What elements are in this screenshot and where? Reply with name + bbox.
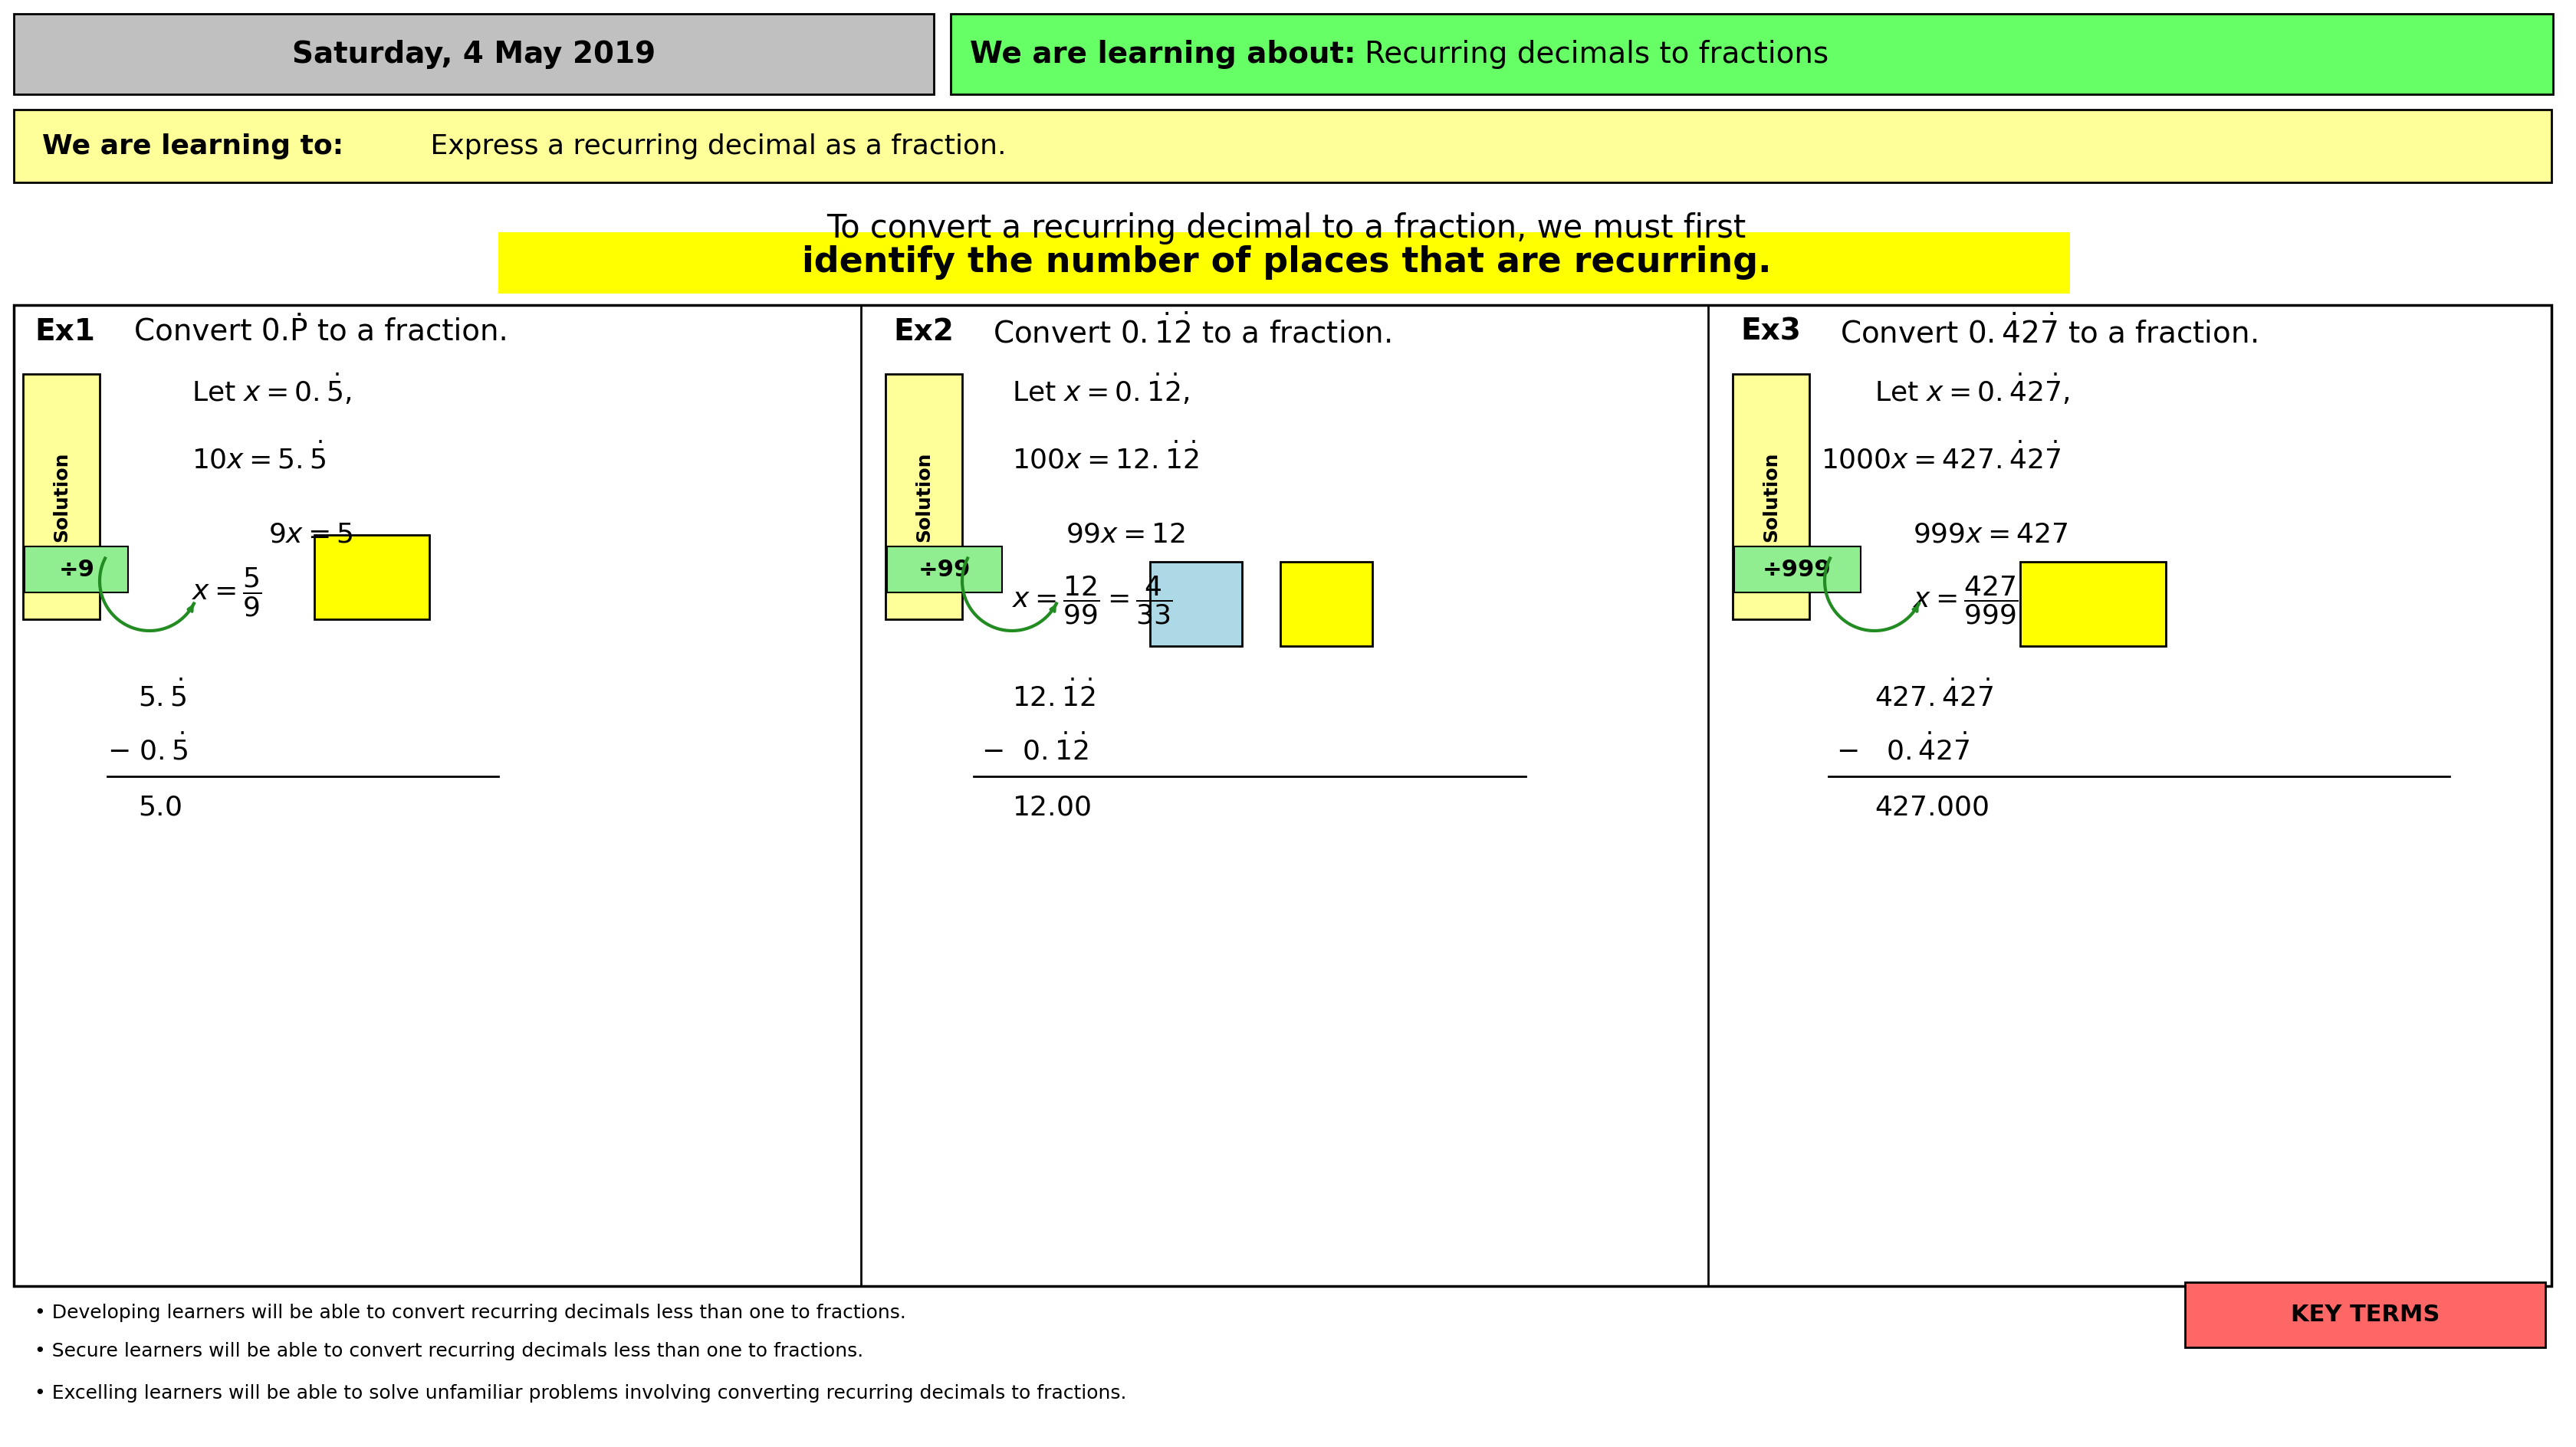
Text: Saturday, 4 May 2019: Saturday, 4 May 2019 — [291, 41, 654, 69]
Text: Solution: Solution — [52, 451, 70, 541]
FancyBboxPatch shape — [26, 547, 129, 592]
FancyBboxPatch shape — [13, 110, 2550, 182]
Text: We are learning to:: We are learning to: — [41, 133, 343, 159]
FancyBboxPatch shape — [13, 305, 2550, 1286]
FancyBboxPatch shape — [2020, 561, 2166, 647]
Text: $12.\dot{1}\dot{2}$: $12.\dot{1}\dot{2}$ — [1012, 680, 1095, 712]
FancyBboxPatch shape — [886, 547, 1002, 592]
Text: ÷99: ÷99 — [917, 559, 971, 580]
FancyBboxPatch shape — [314, 535, 430, 619]
FancyBboxPatch shape — [13, 14, 933, 94]
Text: $x = \dfrac{5}{9}$: $x = \dfrac{5}{9}$ — [191, 566, 263, 619]
FancyBboxPatch shape — [951, 14, 2553, 94]
Text: Let $x = 0.\dot{4}2\dot{7},$: Let $x = 0.\dot{4}2\dot{7},$ — [1875, 372, 2069, 407]
Text: $1000x = 427.\dot{4}2\dot{7}$: $1000x = 427.\dot{4}2\dot{7}$ — [1821, 443, 2061, 475]
Text: $99x = 12$: $99x = 12$ — [1066, 522, 1185, 548]
Text: Solution: Solution — [914, 451, 933, 541]
Text: $427.\dot{4}2\dot{7}$: $427.\dot{4}2\dot{7}$ — [1875, 680, 1994, 712]
Text: $- \ \ 0.\dot{1}\dot{2}$: $- \ \ 0.\dot{1}\dot{2}$ — [981, 734, 1087, 765]
FancyBboxPatch shape — [1734, 547, 1860, 592]
Text: KEY TERMS: KEY TERMS — [2290, 1304, 2439, 1327]
Text: $427.000$: $427.000$ — [1875, 794, 1989, 820]
Text: Convert $0.\dot{1}\dot{2}$ to a fraction.: Convert $0.\dot{1}\dot{2}$ to a fraction… — [992, 314, 1391, 349]
Text: Convert $0.\dot{4}2\dot{7}$ to a fraction.: Convert $0.\dot{4}2\dot{7}$ to a fractio… — [1839, 314, 2257, 349]
Text: Let $x = 0.\dot{5},$: Let $x = 0.\dot{5},$ — [191, 372, 350, 407]
Text: Convert 0.Ṗ to a fraction.: Convert 0.Ṗ to a fraction. — [134, 317, 507, 346]
Text: $5.0$: $5.0$ — [139, 794, 183, 820]
Text: $100x = 12.\dot{1}\dot{2}$: $100x = 12.\dot{1}\dot{2}$ — [1012, 443, 1198, 475]
Text: Ex2: Ex2 — [894, 317, 953, 346]
FancyBboxPatch shape — [1734, 373, 1808, 619]
FancyBboxPatch shape — [497, 232, 2071, 294]
FancyBboxPatch shape — [23, 373, 100, 619]
Text: • Excelling learners will be able to solve unfamiliar problems involving convert: • Excelling learners will be able to sol… — [33, 1385, 1126, 1402]
Text: $- \ \ \ 0.\dot{4}2\dot{7}$: $- \ \ \ 0.\dot{4}2\dot{7}$ — [1837, 734, 1971, 765]
Text: • Secure learners will be able to convert recurring decimals less than one to fr: • Secure learners will be able to conver… — [33, 1341, 863, 1360]
FancyBboxPatch shape — [1149, 561, 1242, 647]
Text: Ex1: Ex1 — [33, 317, 95, 346]
Text: Solution: Solution — [1762, 451, 1780, 541]
Text: $999x = 427$: $999x = 427$ — [1914, 522, 2069, 548]
Text: ÷9: ÷9 — [59, 559, 95, 580]
Text: $x = \dfrac{12}{99} = \dfrac{4}{33}$: $x = \dfrac{12}{99} = \dfrac{4}{33}$ — [1012, 574, 1172, 627]
Text: $5.\dot{5}$: $5.\dot{5}$ — [139, 680, 185, 712]
Text: • Developing learners will be able to convert recurring decimals less than one t: • Developing learners will be able to co… — [33, 1304, 907, 1323]
FancyBboxPatch shape — [2184, 1282, 2545, 1347]
Text: Recurring decimals to fractions: Recurring decimals to fractions — [1365, 41, 1829, 69]
Text: Express a recurring decimal as a fraction.: Express a recurring decimal as a fractio… — [422, 133, 1007, 159]
Text: To convert a recurring decimal to a fraction, we must first: To convert a recurring decimal to a frac… — [827, 213, 1747, 245]
Text: $- \ 0.\dot{5}$: $- \ 0.\dot{5}$ — [108, 734, 188, 765]
Text: Ex3: Ex3 — [1741, 317, 1801, 346]
Text: identify the number of places that are recurring.: identify the number of places that are r… — [801, 246, 1772, 281]
Text: $12.00$: $12.00$ — [1012, 794, 1092, 820]
Text: $9x = 5$: $9x = 5$ — [268, 522, 353, 548]
Text: $x = \dfrac{427}{999}$: $x = \dfrac{427}{999}$ — [1914, 574, 2020, 627]
Text: $10x = 5.\dot{5}$: $10x = 5.\dot{5}$ — [191, 443, 327, 475]
FancyBboxPatch shape — [1280, 561, 1373, 647]
FancyBboxPatch shape — [886, 373, 963, 619]
Text: ÷999: ÷999 — [1762, 559, 1832, 580]
Text: Let $x = 0.\dot{1}\dot{2},$: Let $x = 0.\dot{1}\dot{2},$ — [1012, 372, 1190, 407]
Text: We are learning about:: We are learning about: — [969, 41, 1355, 69]
